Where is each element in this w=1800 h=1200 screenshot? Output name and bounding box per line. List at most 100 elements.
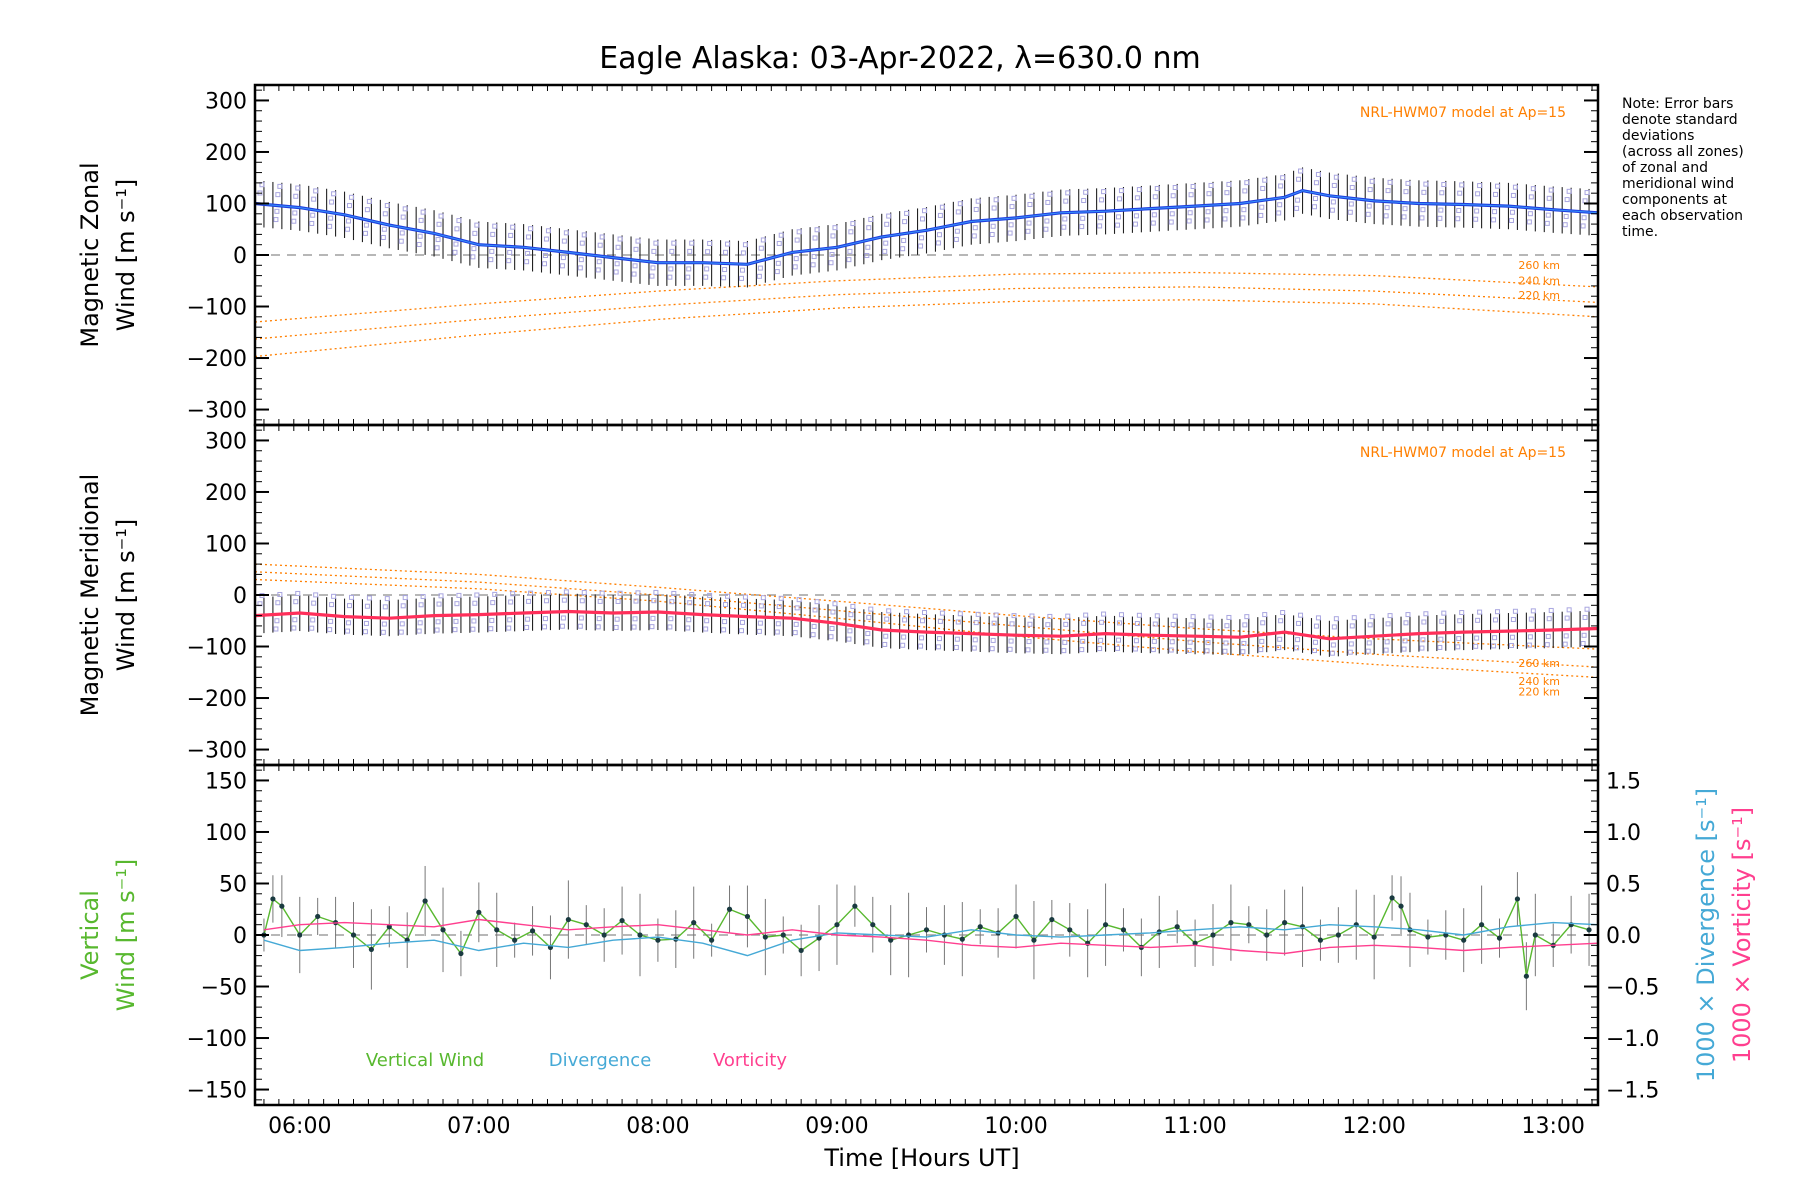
zone-sample: [632, 263, 638, 269]
zone-sample: [416, 628, 422, 634]
zone-sample: [1278, 618, 1284, 624]
zone-sample: [1493, 617, 1499, 623]
zone-sample: [1548, 607, 1554, 613]
panel-3: −1.5 −1.0 −0.5 0.0 0.5 1.0 1.5 1000 × Divergenc…: [76, 763, 1756, 1107]
zone-sample: [1187, 210, 1193, 216]
zone-sample: [1544, 642, 1550, 648]
zone-sample: [1459, 182, 1465, 188]
zone-sample: [490, 231, 496, 237]
zone-sample: [850, 603, 856, 609]
zone-sample: [1026, 220, 1032, 226]
zone-sample: [1026, 639, 1032, 645]
zone-sample: [1351, 615, 1357, 621]
zone-sample: [489, 617, 495, 623]
x-tick-label: 11:00: [1163, 1114, 1226, 1139]
data-point: [279, 903, 285, 909]
zone-sample: [1170, 193, 1176, 199]
y-tick-label: 100: [205, 192, 247, 217]
zone-sample: [1349, 185, 1355, 191]
data-point: [350, 932, 357, 938]
legend-item: Vertical Wind: [366, 1050, 484, 1071]
zone-sample: [1315, 171, 1321, 177]
zone-sample: [725, 241, 731, 247]
zone-sample: [329, 199, 335, 205]
zone-sample: [1401, 646, 1407, 652]
zone-sample: [381, 621, 387, 627]
data-point: [1496, 935, 1503, 941]
zone-sample: [1473, 643, 1479, 649]
zone-sample: [1329, 207, 1335, 213]
note-line: Note: Error bars: [1622, 96, 1733, 112]
y-axis-label: Wind [m s⁻¹]: [112, 859, 140, 1011]
zone-sample: [508, 232, 514, 238]
zone-sample: [1512, 184, 1518, 190]
zone-sample: [901, 634, 907, 640]
zone-sample: [597, 598, 603, 604]
zone-sample: [1526, 642, 1532, 648]
zone-sample: [273, 217, 279, 223]
y-tick-label: 100: [205, 532, 247, 557]
zone-sample: [1097, 223, 1103, 229]
zone-sample: [937, 212, 943, 218]
zone-sample: [972, 637, 978, 643]
zone-sample: [295, 185, 301, 191]
zone-sample: [1457, 190, 1463, 196]
zone-sample: [293, 193, 299, 199]
zone-sample: [617, 590, 623, 596]
zone-sample: [599, 590, 605, 596]
data-point: [512, 937, 518, 943]
zone-sample: [918, 243, 924, 249]
zone-sample: [1133, 213, 1139, 219]
zone-sample: [1548, 187, 1554, 193]
zone-sample: [774, 629, 780, 635]
zone-sample: [472, 600, 478, 606]
zone-sample: [1118, 612, 1124, 618]
zone-sample: [1080, 638, 1086, 644]
zone-sample: [292, 210, 298, 216]
zone-sample: [434, 245, 440, 251]
zone-sample: [1387, 613, 1393, 619]
zone-sample: [328, 215, 334, 221]
zone-sample: [671, 590, 677, 596]
zone-sample: [1047, 613, 1053, 619]
zone-sample: [922, 208, 927, 214]
zone-sample: [362, 230, 368, 236]
zone-sample: [1509, 209, 1515, 215]
zone-sample: [829, 251, 835, 257]
data-point: [565, 916, 571, 923]
data-point: [780, 932, 786, 938]
data-point: [852, 903, 858, 909]
data-point: [315, 913, 321, 920]
zone-sample: [506, 625, 512, 631]
data-point: [709, 937, 715, 943]
zone-sample: [1510, 617, 1516, 623]
zone-sample: [1226, 614, 1232, 620]
zone-sample: [1491, 217, 1497, 223]
zone-sample: [1101, 611, 1107, 617]
data-point: [637, 932, 643, 938]
zone-sample: [1473, 216, 1479, 222]
zone-sample: [1277, 202, 1283, 208]
zone-sample: [884, 616, 890, 622]
model-curve-label: 220 km: [1518, 289, 1560, 302]
zone-sample: [957, 201, 963, 207]
zone-sample: [1295, 637, 1301, 643]
zone-sample: [1154, 186, 1160, 192]
model-label: NRL-HWM07 model at Ap=15: [1360, 445, 1566, 461]
zone-sample: [1508, 217, 1514, 223]
zone-sample: [1240, 649, 1246, 655]
zone-sample: [830, 609, 836, 615]
zone-sample: [904, 609, 910, 615]
zone-sample: [436, 601, 442, 607]
zone-sample: [882, 641, 888, 647]
zone-sample: [794, 237, 800, 243]
zone-sample: [542, 624, 548, 630]
zone-sample: [939, 204, 945, 210]
y2-tick-label: 1.5: [1606, 769, 1641, 794]
zone-sample: [274, 618, 280, 624]
zone-sample: [1495, 609, 1501, 615]
zone-sample: [578, 615, 584, 621]
zone-sample: [488, 626, 494, 632]
zone-sample: [1152, 621, 1158, 627]
zone-sample: [615, 244, 621, 250]
